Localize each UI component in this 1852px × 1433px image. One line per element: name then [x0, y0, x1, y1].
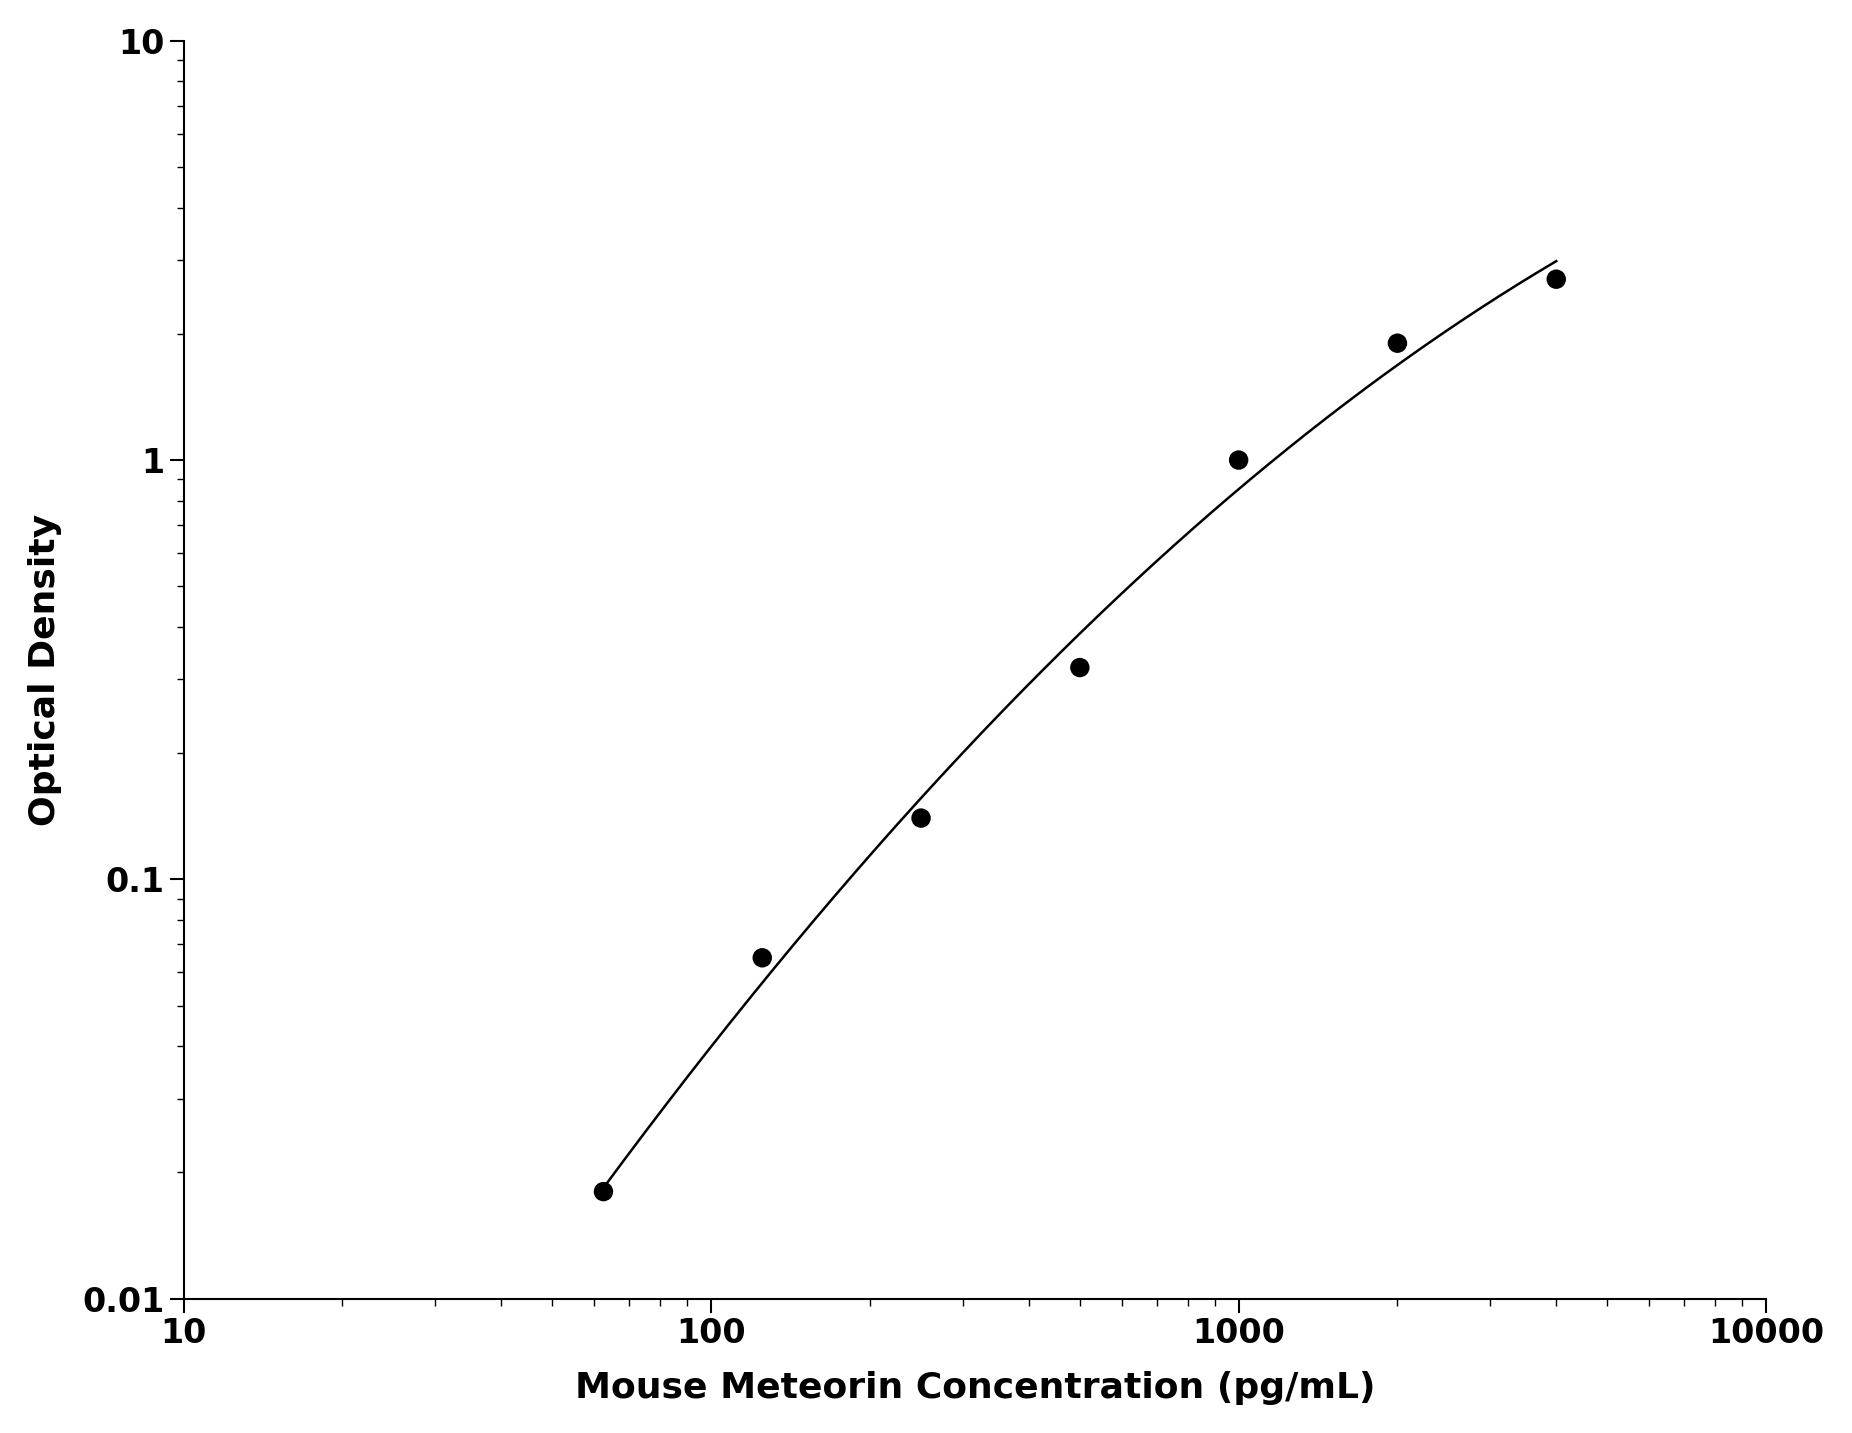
- Y-axis label: Optical Density: Optical Density: [28, 513, 61, 825]
- Point: [748, 946, 778, 969]
- Point: [589, 1181, 619, 1204]
- Point: [1541, 268, 1570, 291]
- X-axis label: Mouse Meteorin Concentration (pg/mL): Mouse Meteorin Concentration (pg/mL): [574, 1371, 1376, 1406]
- Point: [1224, 449, 1254, 471]
- Point: [1065, 656, 1095, 679]
- Point: [1383, 331, 1413, 354]
- Point: [906, 807, 935, 830]
